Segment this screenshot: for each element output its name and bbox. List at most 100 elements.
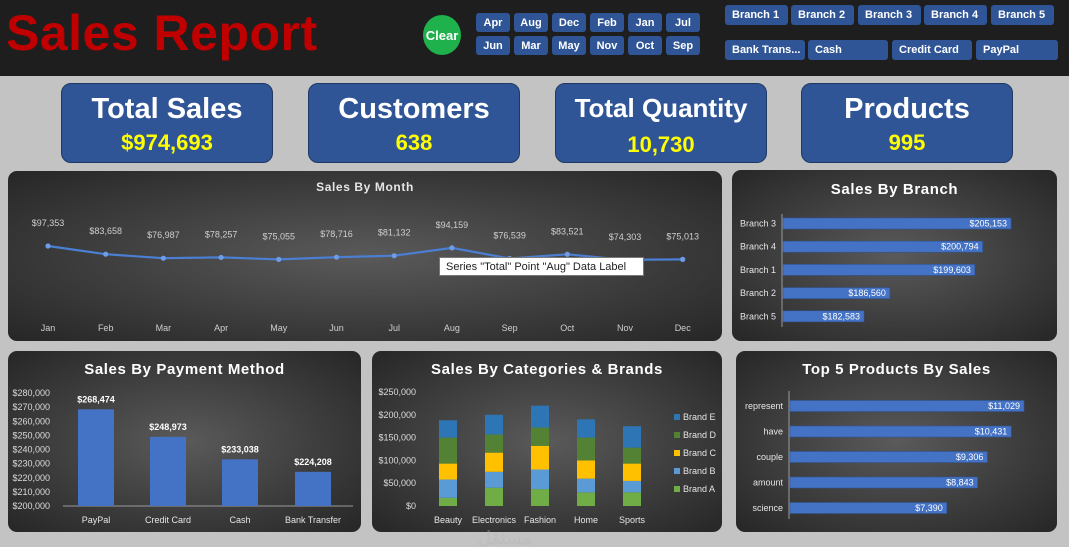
kpi-label: Total Sales: [91, 93, 243, 125]
bar: [789, 502, 948, 514]
clear-filters-button[interactable]: Clear: [423, 15, 461, 55]
bar-value-label: $224,208: [294, 457, 332, 467]
legend-swatch: [674, 432, 680, 438]
legend-label: Brand E: [683, 412, 716, 422]
data-point: [449, 245, 455, 251]
legend-label: Brand A: [683, 484, 715, 494]
bar: [782, 240, 983, 253]
bar: [782, 310, 865, 323]
series-line-total: [47, 244, 683, 261]
legend-swatch: [674, 468, 680, 474]
payment-slicer-credit-card[interactable]: Credit Card: [892, 40, 972, 60]
month-slicer-jan[interactable]: Jan: [628, 13, 662, 32]
stacked-bar-segment: [531, 469, 549, 490]
data-label: $78,257: [205, 229, 238, 239]
y-tick-label: $280,000: [12, 388, 50, 398]
bar: [222, 459, 258, 506]
branch-slicer-4[interactable]: Branch 4: [924, 5, 987, 25]
data-point: [45, 243, 51, 249]
y-tick-label: $50,000: [383, 478, 416, 488]
stacked-bar-segment: [531, 489, 549, 506]
stacked-bar-segment: [485, 452, 503, 472]
month-slicer-sep[interactable]: Sep: [666, 36, 700, 55]
month-slicer-dec[interactable]: Dec: [552, 13, 586, 32]
bar-value-label: $233,038: [221, 444, 259, 454]
y-tick-label: $150,000: [378, 433, 416, 443]
kpi-value: 638: [395, 130, 433, 155]
payment-slicer-cash[interactable]: Cash: [808, 40, 888, 60]
branch-slicer-1[interactable]: Branch 1: [725, 5, 788, 25]
bar-value-label: $200,794: [941, 242, 979, 252]
category-label: have: [763, 427, 783, 437]
data-label: $74,303: [609, 232, 642, 242]
data-point: [391, 253, 397, 259]
x-tick-label: Jan: [41, 323, 56, 333]
month-slicer-mar[interactable]: Mar: [514, 36, 548, 55]
stacked-bar-segment: [577, 460, 595, 479]
bar-value-label: $11,029: [988, 401, 1020, 411]
month-slicer-feb[interactable]: Feb: [590, 13, 624, 32]
payment-slicer-paypal[interactable]: PayPal: [976, 40, 1058, 60]
month-slicer-jul[interactable]: Jul: [666, 13, 700, 32]
bar: [150, 436, 186, 506]
kpi-label: Total Quantity: [574, 93, 748, 123]
top-products-panel: Top 5 Products By Sales represent $11,029…: [736, 351, 1057, 532]
stacked-bar-segment: [623, 492, 641, 506]
kpi-label: Products: [844, 93, 970, 125]
y-tick-label: $230,000: [12, 459, 50, 469]
data-label: $83,658: [89, 226, 122, 236]
stacked-bar-segment: [577, 492, 595, 506]
category-label: amount: [753, 478, 784, 488]
branch-slicer-5[interactable]: Branch 5: [991, 5, 1054, 25]
month-slicer-apr[interactable]: Apr: [476, 13, 510, 32]
branch-slicer-3[interactable]: Branch 3: [858, 5, 921, 25]
category-label: Branch 3: [740, 219, 776, 229]
x-tick-label: Bank Transfer: [285, 515, 341, 525]
x-tick-label: Feb: [98, 323, 114, 333]
month-slicer-may[interactable]: May: [552, 36, 586, 55]
y-tick-label: $100,000: [378, 455, 416, 465]
month-slicer-aug[interactable]: Aug: [514, 13, 548, 32]
branch-slicer-2[interactable]: Branch 2: [791, 5, 854, 25]
bar: [789, 476, 978, 489]
stacked-bar-segment: [577, 478, 595, 493]
bar: [789, 425, 1012, 438]
month-slicer-jun[interactable]: Jun: [476, 36, 510, 55]
chart-title: Top 5 Products By Sales: [802, 361, 991, 378]
stacked-bar-segment: [577, 437, 595, 461]
stacked-bar-segment: [439, 463, 457, 480]
bar: [789, 400, 1025, 412]
stacked-bar-segment: [439, 497, 457, 506]
x-tick-label: May: [270, 323, 288, 333]
kpi-total-quantity: Total Quantity 10,730: [555, 83, 767, 163]
stacked-bar-segment: [623, 447, 641, 464]
month-slicer-nov[interactable]: Nov: [590, 36, 624, 55]
chart-title: Sales By Categories & Brands: [431, 361, 663, 378]
category-label: science: [752, 503, 783, 513]
payment-slicer-bank-trans[interactable]: Bank Trans...: [725, 40, 805, 60]
y-tick-label: $210,000: [12, 487, 50, 497]
bar-value-label: $182,583: [822, 311, 860, 321]
y-tick-label: $250,000: [378, 387, 416, 397]
bar: [782, 287, 891, 299]
x-tick-label: PayPal: [82, 515, 111, 525]
month-slicer-oct[interactable]: Oct: [628, 36, 662, 55]
stacked-bar-segment: [623, 480, 641, 493]
sales-by-categories-panel: Sales By Categories & Brands $250,000 $20…: [372, 351, 722, 532]
legend-swatch: [674, 414, 680, 420]
stacked-bar-segment: [531, 445, 549, 470]
data-point: [564, 251, 570, 257]
data-label: $75,055: [263, 231, 296, 241]
bar-value-label: $186,560: [848, 288, 886, 298]
stacked-bar-segment: [485, 414, 503, 435]
y-tick-label: $250,000: [12, 430, 50, 440]
bar-value-label: $9,306: [956, 452, 984, 462]
legend-swatch: [674, 486, 680, 492]
x-tick-label: Credit Card: [145, 515, 191, 525]
data-label: $76,987: [147, 230, 180, 240]
bar-value-label: $8,843: [946, 478, 974, 488]
data-point: [218, 254, 224, 261]
stacked-bar-segment: [623, 426, 641, 448]
sales-by-branch-chart: Branch 3 $205,153 Branch 4 $200,794 Branch 1…: [740, 214, 1012, 327]
x-tick-label: Aug: [444, 323, 460, 333]
